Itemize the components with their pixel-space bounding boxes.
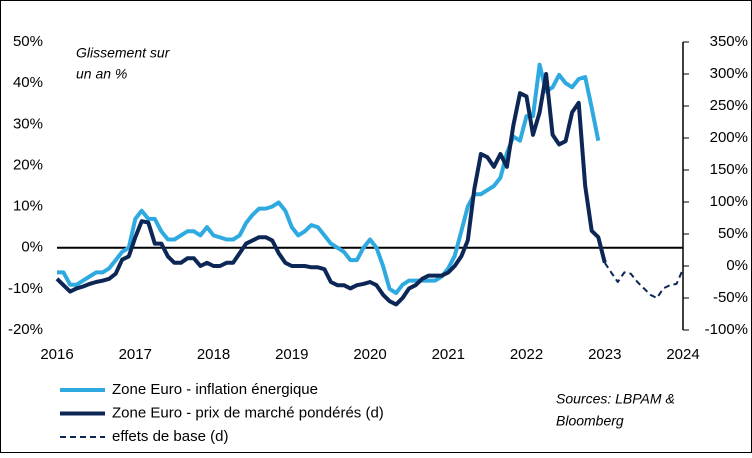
y2-tick-label: 250%: [710, 97, 748, 114]
y2-tick-label: 50%: [718, 225, 748, 242]
y2-tick-label: 200%: [710, 129, 748, 146]
y2-tick-label: 300%: [710, 65, 748, 82]
series-line: [603, 262, 684, 299]
y2-tick-label: -100%: [705, 321, 748, 338]
y2-tick-label: 150%: [710, 161, 748, 178]
y2-tick-label: -50%: [713, 289, 748, 306]
x-tick-label: 2016: [40, 346, 73, 363]
y-tick-label: -10%: [8, 280, 43, 297]
series-line: [55, 72, 607, 307]
x-tick-label: 2023: [588, 346, 621, 363]
y-tick-label: 0%: [21, 239, 43, 256]
x-tick-label: 2022: [510, 346, 543, 363]
y-tick-label: -20%: [8, 321, 43, 338]
x-tick-label: 2019: [275, 346, 308, 363]
x-tick-label: 2024: [666, 346, 699, 363]
y2-tick-label: 0%: [726, 257, 748, 274]
legend-label: Zone Euro - prix de marché pondérés (d): [112, 404, 384, 421]
annotation: un an %: [76, 66, 127, 82]
y2-tick-label: 100%: [710, 193, 748, 210]
annotation: Glissement sur: [76, 45, 171, 61]
source: Sources: LBPAM &: [556, 391, 675, 407]
y-tick-label: 20%: [13, 156, 43, 173]
legend-label: Zone Euro - inflation énergique: [112, 381, 318, 398]
y-tick-label: 30%: [13, 115, 43, 132]
x-tick-label: 2020: [353, 346, 386, 363]
legend-label: effets de base (d): [112, 428, 228, 445]
x-tick-label: 2017: [119, 346, 152, 363]
x-tick-label: 2021: [432, 346, 465, 363]
y2-tick-label: 350%: [710, 33, 748, 50]
source: Bloomberg: [556, 413, 624, 429]
x-tick-label: 2018: [197, 346, 230, 363]
y-tick-label: 10%: [13, 198, 43, 215]
y-tick-label: 40%: [13, 74, 43, 91]
y-tick-label: 50%: [13, 33, 43, 50]
